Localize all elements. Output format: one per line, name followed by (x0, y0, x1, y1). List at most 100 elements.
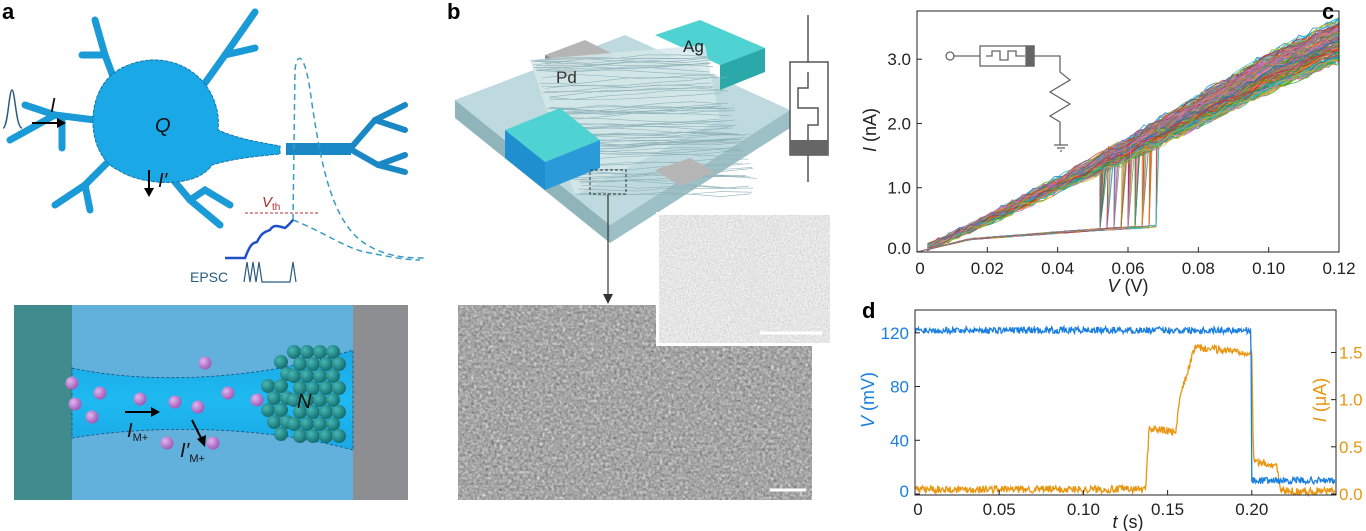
metal-atom (274, 379, 288, 393)
time-traces (914, 324, 1336, 498)
left-electrode (14, 305, 72, 500)
metal-atom (306, 381, 320, 395)
metal-atom (274, 403, 288, 417)
panel-label-b: b (447, 0, 460, 24)
metal-atom (313, 345, 327, 359)
metal-atom (313, 417, 327, 431)
metal-atom (274, 355, 288, 369)
y-left-tick-label-d: 0 (900, 482, 909, 501)
metal-atom (300, 417, 314, 431)
pd-label: Pd (556, 68, 577, 87)
neuron-soma (92, 59, 281, 183)
metal-atom (293, 405, 307, 419)
metal-atom (319, 381, 333, 395)
voltage-trace (914, 324, 1336, 486)
ag-electrode-front (505, 108, 600, 162)
metal-atom (287, 369, 301, 383)
metal-atom (300, 345, 314, 359)
x-tick-label-c: 0.12 (1322, 259, 1355, 278)
axis-ticks-d: 0 0.05 0.10 0.15 0.20 0 40 80 120 0.0 0.5 1.0 1.5 (881, 324, 1363, 519)
ions (65, 356, 264, 450)
membrane-potential-staircase (225, 219, 294, 260)
sem-image-inset (656, 212, 833, 346)
epsc-label: EPSC (190, 269, 228, 285)
dendrites (6, 8, 259, 229)
metal-atom (332, 357, 346, 371)
metal-atom (300, 393, 314, 407)
ag-electrode (655, 20, 765, 65)
metal-atom (293, 381, 307, 395)
metal-ion (85, 410, 99, 424)
metal-atom (267, 391, 281, 405)
leak-current-arrow (144, 170, 154, 197)
plot-frame-d (914, 309, 1337, 496)
metal-atom (326, 345, 340, 359)
iv-sweeps (916, 17, 1341, 253)
x-tick-label-c: 0.06 (1111, 259, 1144, 278)
y-left-tick-label-d: 40 (890, 431, 909, 450)
nucleus-label: N (297, 391, 312, 413)
x-tick-label-c: 0 (915, 259, 924, 278)
ag-label: Ag (683, 37, 704, 56)
nanowire-fiber (672, 214, 820, 344)
x-axis-label-d: t (s) (1112, 512, 1143, 531)
metal-ion (68, 397, 82, 411)
inset-circuit (945, 45, 1072, 152)
y-right-tick-label-d: 0.0 (1339, 485, 1363, 504)
metal-ion (250, 393, 264, 407)
x-tick-label-d: 0.10 (1067, 500, 1100, 519)
iv-sweep-trace (916, 28, 1340, 253)
charge-label: Q (155, 115, 171, 137)
metal-ion (133, 392, 147, 406)
metal-atom (313, 393, 327, 407)
metal-atom (319, 357, 333, 371)
y-right-tick-label-d: 0.5 (1339, 438, 1363, 457)
metal-atom (332, 381, 346, 395)
nanowire-fiber (771, 214, 806, 344)
axis-ticks-c: 0 0.02 0.04 0.06 0.08 0.10 0.12 0.0 1.0 2.0 3.0 (887, 50, 1355, 278)
axon (286, 143, 351, 155)
ion-channel-illustration: IM+ I′M+ N (14, 305, 408, 500)
y-axis-label-c: I (nA) (860, 108, 880, 152)
metal-atom (293, 357, 307, 371)
x-tick-label-c: 0.02 (971, 259, 1004, 278)
y-left-tick-label-d: 120 (881, 324, 909, 343)
subthreshold-decay-curve (292, 219, 421, 261)
metal-atom (267, 415, 281, 429)
nanowire-fiber (729, 214, 784, 344)
metal-atom (326, 393, 340, 407)
x-tick-label-c: 0.08 (1182, 259, 1215, 278)
metal-ion (198, 356, 212, 370)
panel-label-c: c (1322, 0, 1334, 24)
metal-atom (261, 379, 275, 393)
ion-current-label: IM+ (127, 420, 148, 444)
metal-ion (206, 436, 220, 450)
input-current-label: I (50, 95, 56, 117)
ion-leak-label: I′M+ (180, 440, 205, 465)
metal-atom (326, 369, 340, 383)
x-tick-label-c: 0.04 (1041, 259, 1074, 278)
metal-atom (319, 429, 333, 443)
metal-atom (306, 357, 320, 371)
pd-electrode-front (655, 158, 715, 186)
metal-atom (293, 429, 307, 443)
metal-ion (160, 436, 174, 450)
y-tick-label-c: 1.0 (887, 179, 911, 198)
metal-atom (274, 427, 288, 441)
x-tick-label-d: 0.20 (1235, 500, 1268, 519)
leak-current-label: I′ (158, 170, 169, 192)
nanowire-fiber (695, 214, 780, 344)
device-schematic: Pd Ag (455, 20, 790, 304)
panel-d: d 0 0.05 0.10 0.15 0.20040801200.00.51.01.5 … (858, 298, 1363, 531)
metal-ion (65, 376, 79, 390)
y-right-tick-label-d: 1.5 (1339, 343, 1363, 362)
switch-circuit-symbol (789, 15, 829, 182)
metal-atom (306, 405, 320, 419)
panel-a: a I Q I′ Vth EPSC (2, 0, 426, 500)
y-axis-left-label-d: V (mV) (858, 372, 878, 428)
neuron-illustration (6, 8, 408, 229)
axon-terminals (347, 102, 408, 175)
metal-atom (287, 417, 301, 431)
y-left-tick-label-d: 80 (890, 378, 909, 397)
